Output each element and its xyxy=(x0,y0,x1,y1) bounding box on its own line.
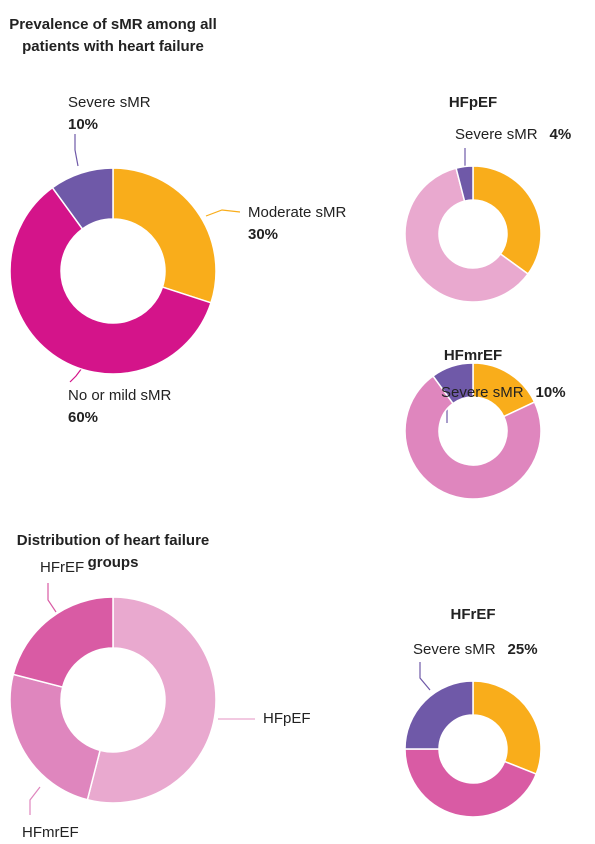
chart-title: HFmrEF xyxy=(443,347,503,364)
donut-segment xyxy=(404,680,474,750)
value-label: 10% xyxy=(535,384,566,401)
leader-line xyxy=(74,134,79,167)
donut-segment xyxy=(9,186,212,375)
donut-segment xyxy=(455,165,474,202)
chart-title: Prevalence of sMR among all patients wit… xyxy=(9,16,217,55)
leader-line xyxy=(69,367,83,383)
donut-segment xyxy=(472,680,542,776)
chart-title: HFrEF xyxy=(450,606,496,623)
slice-label: HFpEF xyxy=(263,708,343,730)
leader-lines xyxy=(29,134,466,815)
value-label: 4% xyxy=(549,126,572,143)
chart-title: HFpEF xyxy=(448,94,498,111)
category-label: HFpEF xyxy=(263,710,311,727)
slice-label: Severe sMR 10% xyxy=(441,382,595,404)
category-label: No or mild sMR xyxy=(68,387,172,404)
slice-label: Severe sMR 10% xyxy=(68,92,188,136)
chart-title: Distribution of heart failure groups xyxy=(16,532,210,571)
slice-label: HFmrEF xyxy=(22,822,102,844)
donut-segment xyxy=(112,167,217,304)
leader-line xyxy=(29,786,41,815)
category-label: Severe sMR xyxy=(68,94,151,111)
value-label: 60% xyxy=(68,409,99,426)
donut-segment xyxy=(431,362,474,405)
category-label: Severe sMR xyxy=(455,126,538,143)
donut-segment xyxy=(86,596,217,804)
donut-segment xyxy=(404,374,542,500)
donut-segment xyxy=(472,165,542,276)
donut-segment xyxy=(404,167,530,303)
donut-segment xyxy=(51,167,114,230)
leader-line xyxy=(47,583,57,613)
donut-segment xyxy=(12,596,114,688)
slice-label: Severe sMR 25% xyxy=(413,639,593,661)
category-label: Moderate sMR xyxy=(248,204,347,221)
slice-label: Moderate sMR 30% xyxy=(248,202,348,246)
value-label: 25% xyxy=(507,641,538,658)
category-label: HFrEF xyxy=(40,559,85,576)
category-label: Severe sMR xyxy=(441,384,524,401)
donut-segment xyxy=(9,673,101,801)
leader-line xyxy=(205,209,241,217)
slice-label: HFrEF xyxy=(40,557,120,579)
slice-label: Severe sMR 4% xyxy=(455,124,595,146)
value-label: 10% xyxy=(68,116,99,133)
donut-segment xyxy=(404,748,538,818)
category-label: HFmrEF xyxy=(22,824,79,841)
category-label: Severe sMR xyxy=(413,641,496,658)
value-label: 30% xyxy=(248,226,279,243)
slice-label: No or mild sMR 60% xyxy=(68,385,228,429)
leader-line xyxy=(419,662,431,691)
